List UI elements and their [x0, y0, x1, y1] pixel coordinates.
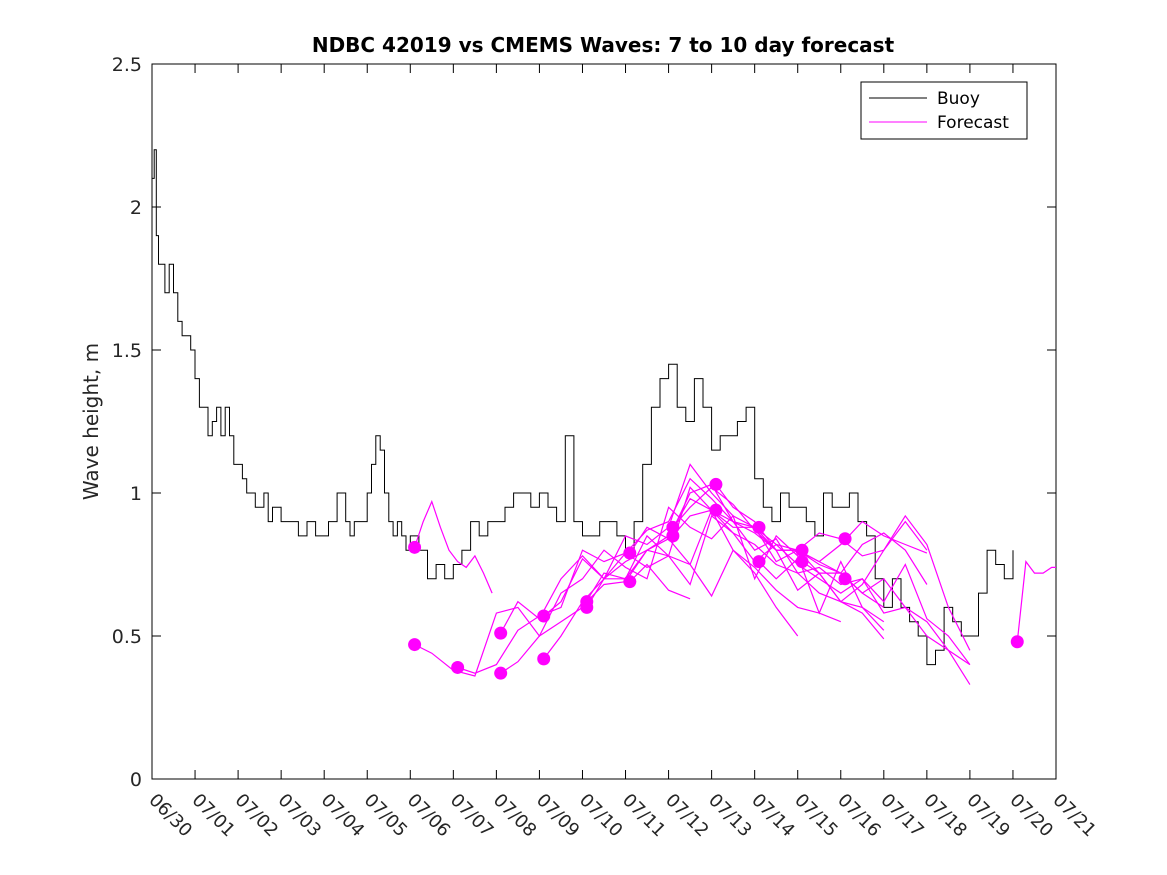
- forecast-start-point: [838, 572, 852, 586]
- forecast-start-point: [580, 600, 594, 614]
- forecast-start-point: [709, 477, 723, 491]
- forecast-start-point: [623, 575, 637, 589]
- x-tick-label: 07/01: [188, 790, 240, 842]
- forecast-start-point: [838, 532, 852, 546]
- forecast-run-line: [758, 558, 885, 608]
- y-tick-label: 1: [130, 483, 142, 505]
- legend: Buoy Forecast: [860, 81, 1028, 140]
- x-tick-label: 07/10: [575, 790, 627, 842]
- x-tick-label: 07/03: [274, 790, 326, 842]
- x-tick-label: 07/16: [833, 790, 885, 842]
- forecast-start-point: [408, 638, 422, 652]
- forecast-start-point: [537, 609, 551, 623]
- x-tick-label: 07/02: [231, 790, 283, 842]
- x-tick-label: 07/07: [446, 790, 498, 842]
- forecast-start-point: [752, 555, 766, 569]
- x-tick-label: 07/06: [403, 790, 455, 842]
- forecast-start-point: [494, 626, 508, 640]
- x-tick-label: 07/14: [747, 790, 799, 842]
- x-tick-label: 07/09: [532, 790, 584, 842]
- forecast-start-point: [623, 546, 637, 560]
- plot-area: [151, 63, 1057, 780]
- y-axis-label: Wave height, m: [79, 343, 103, 500]
- x-tick-label: 07/08: [489, 790, 541, 842]
- x-tick-label: 07/12: [661, 790, 713, 842]
- forecast-start-point: [709, 503, 723, 517]
- forecast-start-point: [752, 520, 766, 534]
- forecast-start-point: [1010, 635, 1024, 649]
- forecast-run-line: [672, 486, 971, 651]
- x-tick-label: 07/13: [704, 790, 756, 842]
- forecast-start-point: [408, 540, 422, 554]
- x-tick-label: 06/30: [145, 790, 197, 842]
- x-tick-label: 07/21: [1049, 790, 1101, 842]
- forecast-run-line: [629, 563, 691, 600]
- y-axis-ticks: 0 0.5 1 1.5 2 2.5: [112, 54, 1056, 791]
- legend-label-buoy: Buoy: [937, 89, 980, 109]
- x-tick-label: 07/04: [317, 790, 369, 842]
- chart-title: NDBC 42019 vs CMEMS Waves: 7 to 10 day f…: [312, 33, 895, 57]
- forecast-run-line: [414, 506, 885, 677]
- x-tick-label: 07/18: [919, 790, 971, 842]
- forecast-run-line: [414, 499, 493, 594]
- forecast-run-line: [1016, 560, 1056, 642]
- x-tick-label: 07/19: [962, 790, 1014, 842]
- forecast-start-point: [451, 660, 465, 674]
- forecast-start-point: [537, 652, 551, 666]
- y-tick-label: 2.5: [112, 54, 142, 76]
- legend-box: [860, 81, 1028, 140]
- x-tick-label: 07/05: [360, 790, 412, 842]
- y-tick-label: 0.5: [112, 626, 142, 648]
- x-tick-label: 07/15: [790, 790, 842, 842]
- plot-frame: [151, 63, 1057, 780]
- legend-label-forecast: Forecast: [937, 113, 1009, 133]
- y-tick-label: 1.5: [112, 340, 142, 362]
- buoy-series: [152, 149, 1014, 666]
- y-tick-label: 0: [130, 769, 142, 791]
- buoy-line: [152, 149, 1014, 666]
- x-tick-label: 07/20: [1005, 790, 1057, 842]
- forecast-run-line: [457, 477, 928, 674]
- forecast-start-point: [795, 543, 809, 557]
- x-tick-label: 07/11: [618, 790, 670, 842]
- forecast-start-point: [795, 555, 809, 569]
- forecast-start-point: [666, 529, 680, 543]
- x-tick-label: 07/17: [876, 790, 928, 842]
- forecast-start-point: [494, 666, 508, 680]
- y-tick-label: 2: [130, 197, 142, 219]
- forecast-series: [408, 463, 1056, 685]
